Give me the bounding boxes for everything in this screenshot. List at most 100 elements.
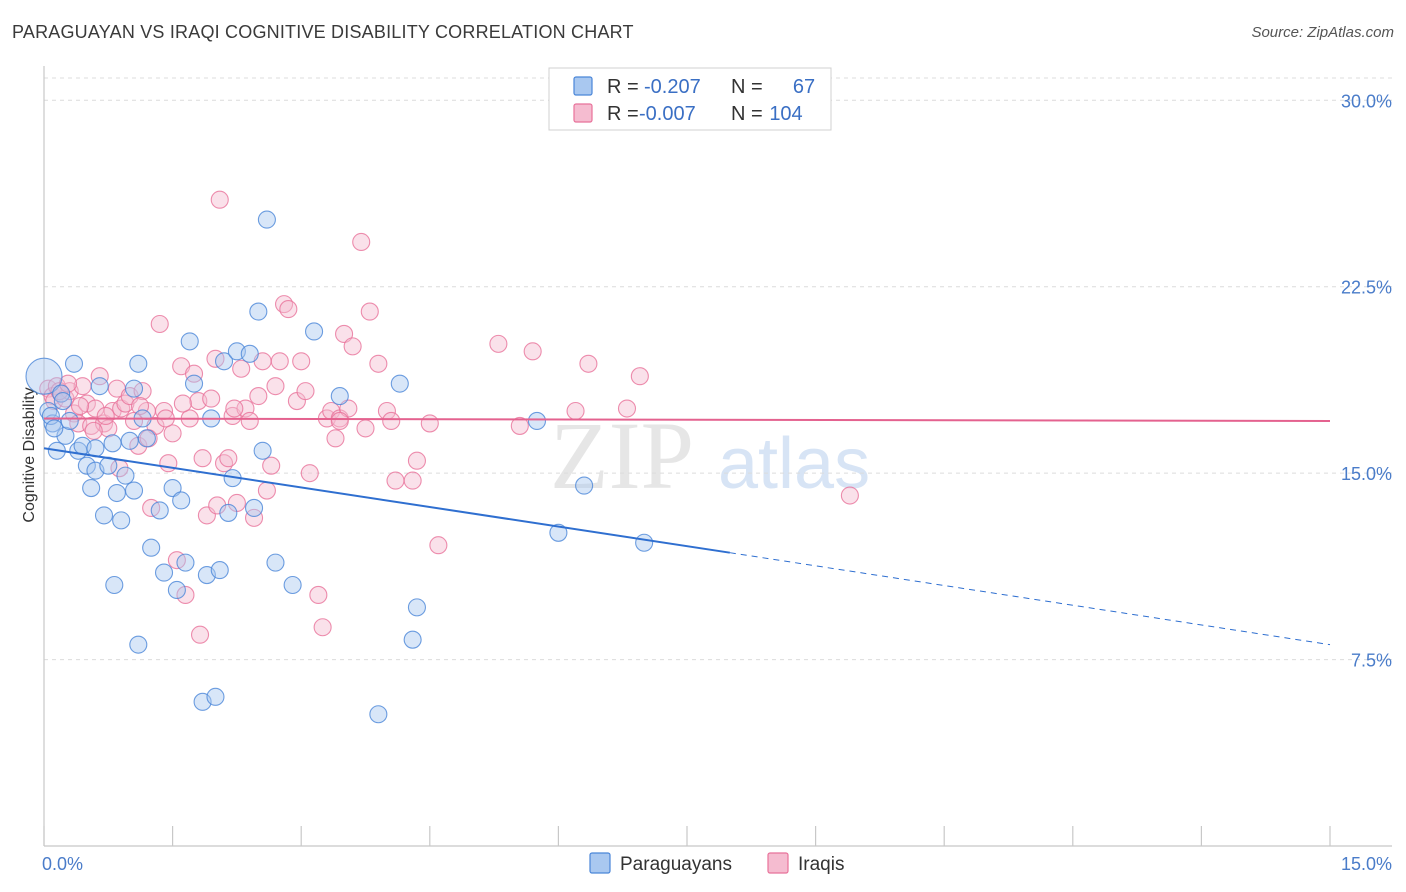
- data-point-iraqis: [339, 399, 358, 418]
- data-point-iraqis: [262, 456, 281, 475]
- data-point-iraqis: [523, 342, 542, 361]
- data-point-iraqis: [84, 421, 103, 440]
- data-point-iraqis: [360, 302, 379, 321]
- x-tick-label: 0.0%: [42, 854, 83, 874]
- data-point-iraqis: [617, 399, 637, 418]
- data-point-paraguayans: [150, 501, 169, 520]
- data-point-paraguayans: [244, 498, 264, 517]
- bottom-legend-paraguayans: Paraguayans: [620, 854, 732, 875]
- x-tick-labels: 0.0% 15.0%: [42, 854, 1392, 874]
- trend-line-paraguayans-extension: [729, 552, 1331, 646]
- data-point-paraguayans: [167, 580, 186, 600]
- data-point-iraqis: [313, 618, 332, 637]
- data-point-iraqis: [326, 429, 345, 448]
- data-point-paraguayans: [253, 441, 272, 460]
- data-point-paraguayans: [549, 523, 568, 542]
- data-point-paraguayans: [305, 322, 324, 341]
- data-point-paraguayans: [124, 481, 144, 500]
- data-point-paraguayans: [249, 302, 268, 321]
- trend-line-paraguayans: [43, 447, 731, 554]
- data-point-paraguayans: [240, 344, 259, 363]
- data-point-iraqis: [356, 419, 375, 438]
- top-legend: R = -0.207 N = 67 R = -0.007 N = 104: [548, 67, 832, 131]
- axes: [43, 66, 1392, 847]
- data-point-iraqis: [386, 471, 405, 490]
- data-point-paraguayans: [180, 332, 199, 351]
- data-point-iraqis: [249, 387, 268, 406]
- data-point-iraqis: [150, 314, 169, 334]
- data-point-paraguayans: [369, 705, 388, 724]
- bottom-legend: Paraguayans Iraqis: [589, 852, 844, 875]
- data-point-paraguayans: [283, 575, 302, 595]
- data-point-paraguayans: [107, 483, 126, 503]
- data-point-iraqis: [579, 354, 598, 373]
- data-point-iraqis: [202, 389, 221, 408]
- y-tick-label: 7.5%: [1351, 651, 1392, 671]
- legend-n-value-1: 67: [793, 76, 815, 98]
- legend-r-value-2: -0.007: [639, 103, 696, 125]
- data-point-iraqis: [489, 334, 508, 353]
- data-point-iraqis: [403, 471, 422, 490]
- data-point-paraguayans: [635, 533, 654, 552]
- data-point-iraqis: [70, 396, 90, 416]
- data-point-paraguayans: [116, 466, 135, 485]
- data-point-iraqis: [352, 232, 371, 252]
- trend-line-iraqis: [43, 417, 1331, 422]
- data-point-paraguayans: [184, 374, 204, 393]
- data-point-paraguayans: [163, 479, 182, 498]
- trend-lines: [43, 417, 1331, 646]
- data-point-paraguayans: [154, 563, 174, 582]
- data-point-iraqis: [90, 367, 109, 386]
- data-point-iraqis: [369, 354, 388, 373]
- data-point-paraguayans: [403, 630, 422, 649]
- data-point-paraguayans: [56, 426, 75, 445]
- data-point-iraqis: [77, 394, 96, 413]
- data-point-paraguayans: [82, 479, 101, 498]
- data-point-iraqis: [240, 411, 259, 430]
- legend-n-label-2: N =: [731, 103, 763, 125]
- data-point-paraguayans: [176, 553, 195, 572]
- top-legend-box: [548, 67, 832, 131]
- data-point-iraqis: [176, 585, 195, 604]
- data-point-paraguayans: [45, 419, 64, 438]
- data-point-iraqis: [232, 359, 251, 378]
- y-axis-label: Cognitive Disability: [21, 387, 38, 522]
- data-point-iraqis: [630, 367, 649, 386]
- data-point-iraqis: [184, 364, 204, 383]
- legend-r-label-1: R =: [607, 76, 639, 98]
- legend-swatch-paraguayans: [573, 76, 593, 96]
- legend-n-value-2: 104: [769, 103, 802, 125]
- data-point-paraguayans: [137, 429, 156, 448]
- data-point-iraqis: [163, 424, 182, 443]
- data-point-iraqis: [270, 352, 289, 371]
- legend-n-label-1: N =: [731, 76, 763, 98]
- chart-title: PARAGUAYAN VS IRAQI COGNITIVE DISABILITY…: [12, 22, 634, 42]
- data-point-iraqis: [335, 324, 354, 343]
- data-point-paraguayans: [575, 476, 594, 495]
- data-point-paraguayans: [77, 456, 96, 475]
- data-point-iraqis: [296, 382, 315, 401]
- legend-r-value-1: -0.207: [644, 76, 701, 98]
- data-point-iraqis: [96, 406, 115, 426]
- data-point-paraguayans: [90, 377, 109, 396]
- bottom-legend-swatch-iraqis: [767, 852, 789, 874]
- data-point-paraguayans: [206, 687, 225, 706]
- data-point-paraguayans: [210, 561, 229, 580]
- data-point-iraqis: [279, 300, 298, 319]
- data-point-paraguayans: [94, 506, 114, 525]
- y-tick-label: 22.5%: [1341, 278, 1392, 298]
- x-tick-label: 15.0%: [1341, 854, 1392, 874]
- data-point-paraguayans: [527, 411, 547, 430]
- data-point-iraqis: [244, 508, 264, 527]
- data-point-iraqis: [173, 394, 192, 413]
- data-point-paraguayans: [105, 575, 124, 595]
- y-tick-labels: 7.5% 15.0% 22.5% 30.0%: [1341, 91, 1392, 670]
- data-point-iraqis: [225, 399, 244, 418]
- data-point-paraguayans: [64, 354, 84, 373]
- data-point-paraguayans: [53, 392, 72, 411]
- data-point-paraguayans: [330, 387, 349, 406]
- data-point-iraqis: [343, 337, 362, 356]
- legend-swatch-iraqis: [573, 103, 593, 123]
- data-point-paraguayans: [390, 374, 409, 393]
